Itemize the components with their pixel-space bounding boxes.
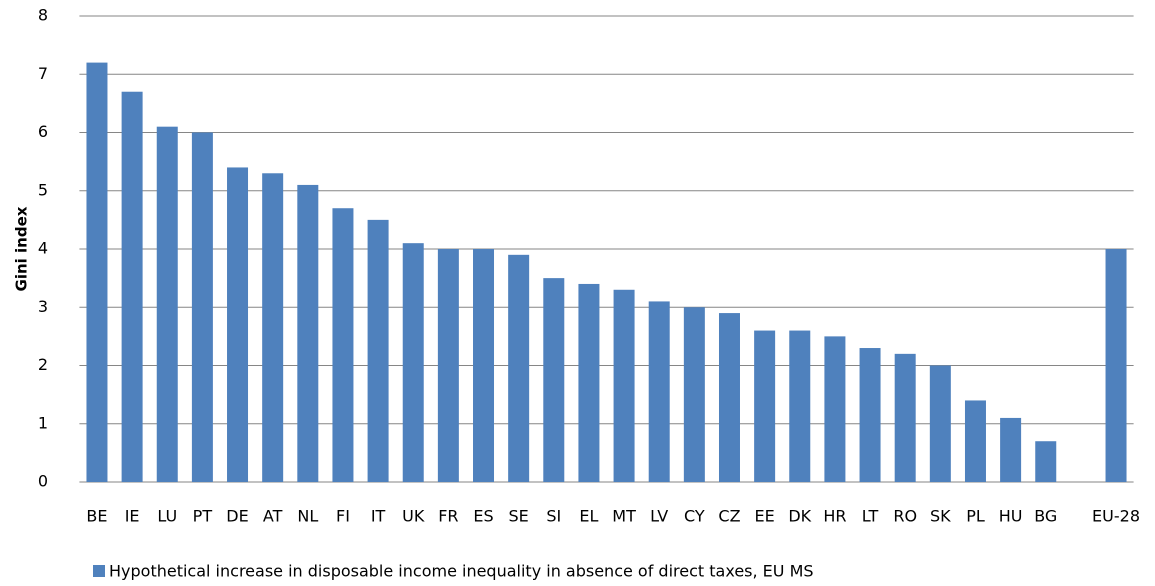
bar <box>437 249 459 482</box>
bar <box>683 307 705 482</box>
y-tick-label: 1 <box>38 413 48 432</box>
x-tick-label: FI <box>336 507 350 526</box>
x-tick-label: RO <box>893 507 917 526</box>
bar <box>367 219 389 482</box>
x-tick-label: UK <box>402 507 425 526</box>
x-tick-label: LV <box>650 507 668 526</box>
x-tick-label: ES <box>473 507 493 526</box>
bar <box>718 313 740 482</box>
bar <box>156 126 178 483</box>
bar <box>473 249 495 482</box>
bar <box>508 254 530 482</box>
bar <box>789 330 811 482</box>
bar <box>191 132 213 482</box>
y-tick-label: 2 <box>38 355 48 374</box>
bar <box>1000 417 1022 482</box>
bar <box>613 289 635 482</box>
x-tick-label: PL <box>966 507 985 526</box>
bar <box>402 243 424 482</box>
x-tick-label: PT <box>193 507 213 526</box>
x-tick-label: LU <box>157 507 177 526</box>
x-tick-label: EL <box>579 507 598 526</box>
bar <box>754 330 776 482</box>
bar <box>929 365 951 482</box>
y-tick-label: 4 <box>38 239 48 258</box>
bar <box>227 167 249 482</box>
x-tick-label: BG <box>1034 507 1057 526</box>
y-tick-label: 8 <box>38 6 48 25</box>
x-tick-label: IT <box>371 507 386 526</box>
legend-swatch <box>93 565 105 577</box>
x-tick-label: MT <box>612 507 636 526</box>
bar <box>1035 441 1057 482</box>
x-tick-label: CY <box>684 507 705 526</box>
y-axis-title: Gini index <box>13 206 31 291</box>
bar <box>86 62 108 482</box>
x-tick-label: SE <box>509 507 529 526</box>
bar <box>824 336 846 482</box>
y-tick-label: 0 <box>38 472 48 491</box>
bar <box>332 208 354 482</box>
y-tick-label: 3 <box>38 297 48 316</box>
x-tick-label: CZ <box>718 507 740 526</box>
y-tick-label: 6 <box>38 122 48 141</box>
x-tick-label: HU <box>999 507 1023 526</box>
x-tick-label: NL <box>297 507 318 526</box>
x-tick-label: HR <box>823 507 846 526</box>
bar <box>578 283 600 482</box>
x-tick-label: IE <box>125 507 140 526</box>
legend-label: Hypothetical increase in disposable inco… <box>109 562 814 581</box>
bar <box>964 400 986 482</box>
bar <box>262 173 284 482</box>
x-tick-label: AT <box>263 507 283 526</box>
x-tick-label: SI <box>546 507 561 526</box>
x-tick-label: EU-28 <box>1092 507 1140 526</box>
bar <box>297 184 319 483</box>
bar <box>859 348 881 482</box>
x-tick-label: FR <box>438 507 458 526</box>
x-tick-label: DE <box>226 507 248 526</box>
bar <box>894 353 916 482</box>
x-tick-label: LT <box>862 507 879 526</box>
bar <box>543 278 565 482</box>
y-tick-label: 7 <box>38 64 48 83</box>
x-tick-label: BE <box>86 507 107 526</box>
bar <box>1105 249 1127 482</box>
x-tick-label: EE <box>755 507 775 526</box>
bar <box>121 91 143 482</box>
x-tick-label: DK <box>788 507 811 526</box>
bar <box>648 301 670 482</box>
y-tick-label: 5 <box>38 180 48 199</box>
x-tick-label: SK <box>930 507 951 526</box>
